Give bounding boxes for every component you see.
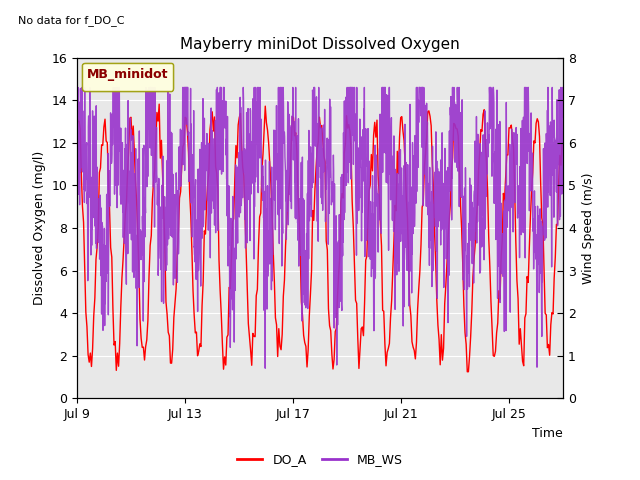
Y-axis label: Wind Speed (m/s): Wind Speed (m/s)	[582, 172, 595, 284]
Legend: 	[83, 63, 173, 91]
Text: No data for f_DO_C: No data for f_DO_C	[19, 15, 125, 26]
Y-axis label: Dissolved Oxygen (mg/l): Dissolved Oxygen (mg/l)	[33, 151, 45, 305]
Legend: DO_A, MB_WS: DO_A, MB_WS	[232, 448, 408, 471]
Title: Mayberry miniDot Dissolved Oxygen: Mayberry miniDot Dissolved Oxygen	[180, 37, 460, 52]
X-axis label: Time: Time	[532, 427, 563, 440]
